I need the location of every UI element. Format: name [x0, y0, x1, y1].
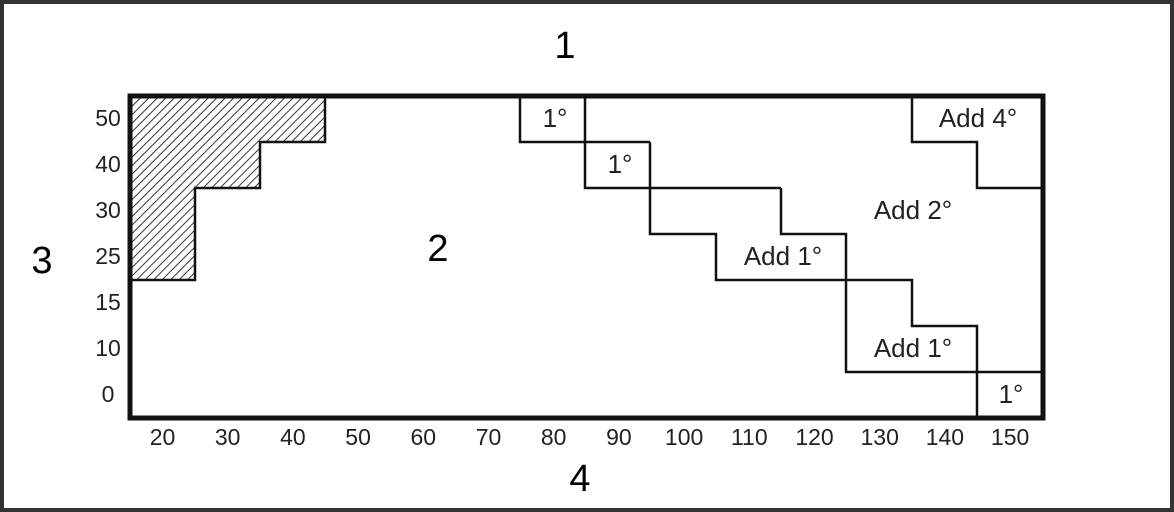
y-axis-label: 10 — [95, 335, 121, 361]
region-label: 1° — [999, 379, 1024, 409]
y-axis-label: 15 — [95, 289, 121, 315]
y-axis-label: 30 — [95, 197, 121, 223]
x-axis-label: 100 — [665, 424, 703, 450]
y-axis-label: 0 — [102, 381, 115, 407]
y-axis-label: 40 — [95, 151, 121, 177]
hatched-region — [128, 94, 327, 282]
region-label: Add 2° — [874, 195, 952, 225]
zone-boundary — [518, 96, 1043, 418]
y-axis-label: 25 — [95, 243, 121, 269]
callout: 4 — [569, 458, 590, 500]
region-label: 1° — [608, 149, 633, 179]
region-label: Add 1° — [744, 241, 822, 271]
x-axis-label: 130 — [861, 424, 899, 450]
y-axis-label: 50 — [95, 105, 121, 131]
x-axis-label: 50 — [345, 424, 371, 450]
x-axis-label: 60 — [411, 424, 437, 450]
x-axis-label: 20 — [150, 424, 176, 450]
x-axis-label: 80 — [541, 424, 567, 450]
x-axis-label: 30 — [215, 424, 241, 450]
region-label: Add 1° — [874, 333, 952, 363]
x-axis-label: 110 — [731, 424, 768, 450]
chart-border — [127, 93, 1046, 421]
x-axis-label: 120 — [795, 424, 833, 450]
callout: 2 — [427, 228, 448, 270]
callout: 3 — [31, 240, 52, 282]
callout: 1 — [554, 25, 575, 67]
x-axis-label: 140 — [926, 424, 964, 450]
x-axis-label: 90 — [606, 424, 632, 450]
region-label: 1° — [543, 103, 568, 133]
region-label: Add 4° — [939, 103, 1017, 133]
x-axis-label: 150 — [991, 424, 1029, 450]
x-axis-label: 40 — [280, 424, 306, 450]
x-axis-label: 70 — [476, 424, 502, 450]
